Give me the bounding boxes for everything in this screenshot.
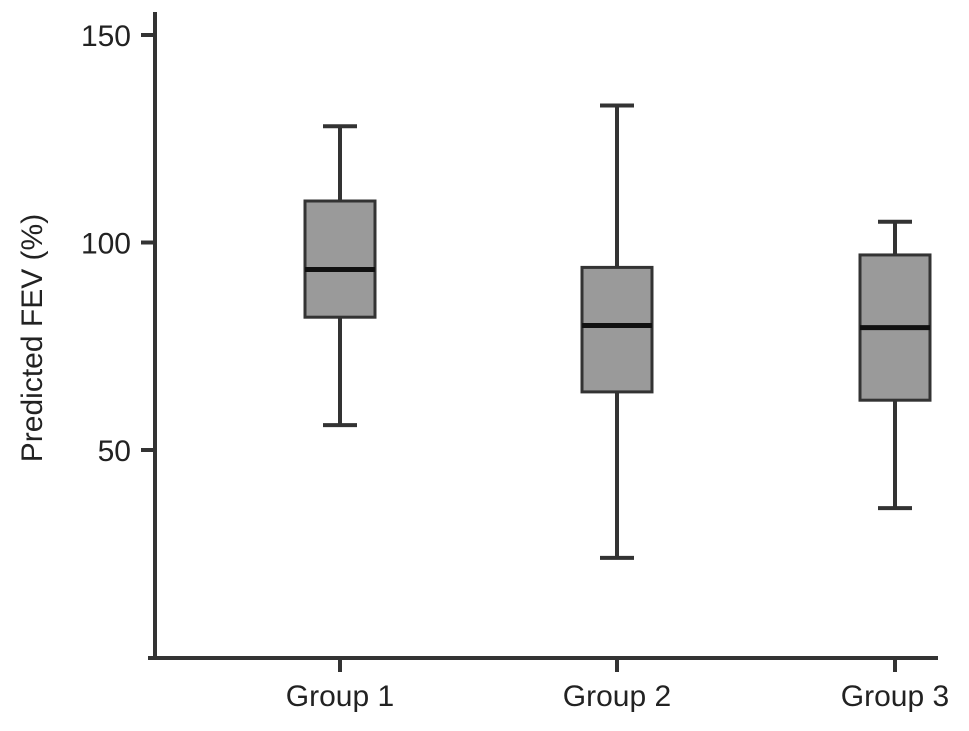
x-tick-label-1: Group 1 xyxy=(286,680,394,713)
y-ticks: 50 100 150 xyxy=(81,20,155,468)
y-axis-title: Predicted FEV (%) xyxy=(16,214,49,462)
x-ticks: Group 1 Group 2 Group 3 xyxy=(286,658,949,713)
x-tick-label-3: Group 3 xyxy=(841,680,949,713)
box-group-3 xyxy=(858,219,932,511)
y-tick-label-100: 100 xyxy=(81,228,131,261)
y-tick-label-150: 150 xyxy=(81,20,131,53)
box-group-2 xyxy=(580,103,654,560)
box-group-1 xyxy=(303,124,377,428)
iqr-box-2 xyxy=(580,265,654,394)
iqr-box-1 xyxy=(303,199,377,319)
boxes xyxy=(303,103,932,560)
y-tick-label-50: 50 xyxy=(98,435,131,468)
x-tick-label-2: Group 2 xyxy=(563,680,671,713)
